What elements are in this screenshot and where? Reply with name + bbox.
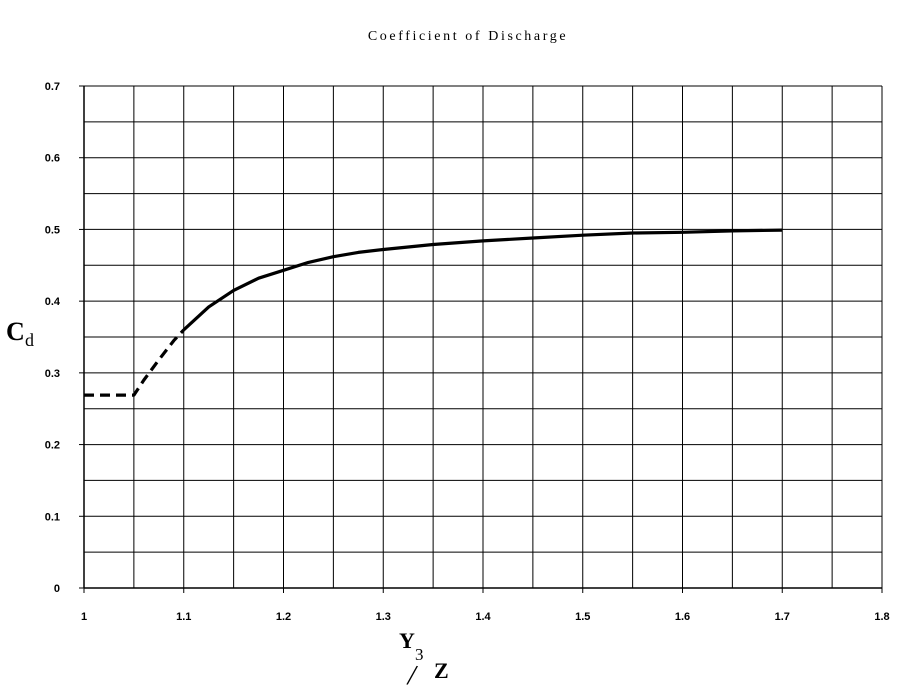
y-axis-label-subscript: d bbox=[25, 330, 34, 350]
x-tick-label: 1.4 bbox=[475, 611, 491, 623]
x-tick-label: 1.3 bbox=[376, 611, 391, 623]
y-tick-label: 0.2 bbox=[45, 440, 60, 452]
x-tick-label: 1.7 bbox=[775, 611, 790, 623]
series-line-dashed bbox=[84, 328, 185, 397]
y-tick-label: 0.6 bbox=[45, 153, 60, 165]
data-series bbox=[84, 228, 783, 397]
x-axis-label-denominator: Z bbox=[434, 658, 449, 683]
y-tick-label: 0 bbox=[54, 583, 60, 595]
y-tick-label: 0.3 bbox=[45, 368, 60, 380]
y-tick-label: 0.4 bbox=[45, 296, 61, 308]
x-axis-label-subscript: 3 bbox=[415, 645, 424, 664]
y-tick-label: 0.5 bbox=[45, 224, 60, 236]
x-tick-label: 1.8 bbox=[874, 611, 889, 623]
chart-title: Coefficient of Discharge bbox=[368, 29, 568, 44]
y-axis-label-main: C bbox=[6, 317, 25, 346]
x-tick-label: 1.1 bbox=[176, 611, 191, 623]
grid-lines bbox=[79, 85, 883, 593]
y-tick-label: 0.1 bbox=[45, 511, 60, 523]
x-tick-label: 1.2 bbox=[276, 611, 291, 623]
x-axis-label-separator: / bbox=[405, 659, 420, 693]
x-tick-labels: 1 1.1 1.2 1.3 1.4 1.5 1.6 1.7 1.8 bbox=[81, 611, 890, 623]
x-axis-label-main: Y bbox=[399, 628, 415, 653]
x-tick-label: 1 bbox=[81, 611, 87, 623]
y-tick-label: 0.7 bbox=[45, 81, 60, 93]
x-tick-label: 1.5 bbox=[575, 611, 590, 623]
x-tick-label: 1.6 bbox=[675, 611, 690, 623]
x-axis-label: Y 3 / Z bbox=[399, 628, 449, 693]
series-line-solid bbox=[182, 228, 783, 331]
y-axis-label: C d bbox=[6, 317, 34, 350]
y-tick-labels: 0 0.1 0.2 0.3 0.4 0.5 0.6 0.7 bbox=[45, 81, 61, 595]
